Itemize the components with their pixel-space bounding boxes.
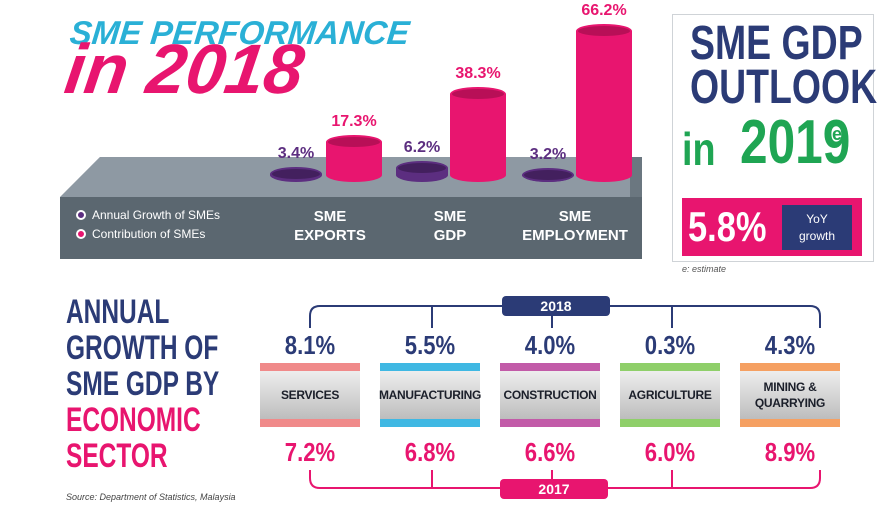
category-label-gdp-line1: SME (433, 208, 467, 225)
outlook-title: SME GDP OUTLOOK (690, 20, 877, 112)
legend-item-growth: Annual Growth of SMEs (76, 208, 220, 222)
legend-label-contribution: Contribution of SMEs (92, 227, 206, 241)
sector-name: SERVICES (260, 371, 360, 419)
sector-value-2017-manufacturing: 6.8% (404, 437, 456, 467)
sector-strip-bottom (260, 419, 360, 427)
category-label-exports: SME EXPORTS (290, 207, 370, 245)
sector-value-2017-services: 7.2% (284, 437, 336, 467)
bar-contribution-0 (326, 135, 382, 189)
ag-title-line1: ANNUAL (66, 293, 170, 331)
chart-panel-base (60, 197, 642, 259)
legend-item-contribution: Contribution of SMEs (76, 227, 220, 241)
sector-value-2018-agriculture: 0.3% (644, 330, 696, 360)
bar-label-growth-2: 3.2% (529, 145, 567, 163)
sector-value-2017-construction: 6.6% (524, 437, 576, 467)
category-label-employment-line1: SME (558, 208, 592, 225)
chart-legend: Annual Growth of SMEs Contribution of SM… (76, 208, 220, 241)
legend-dot-pink-icon (76, 229, 86, 239)
sector-name: AGRICULTURE (620, 371, 720, 419)
category-label-gdp: SME GDP (410, 207, 490, 245)
bar-label-contribution-2: 66.2% (581, 1, 627, 19)
sector-strip-top (500, 363, 600, 371)
outlook-title-line1: SME GDP (690, 17, 863, 70)
sector-value-2018-construction: 4.0% (524, 330, 576, 360)
outlook-year: 2019 (740, 108, 851, 177)
outlook-growth-label-line2: growth (798, 228, 836, 243)
ag-title-line4: ECONOMIC (66, 401, 201, 439)
sector-strip-bottom (740, 419, 840, 427)
sector-name-line2: QUARRYING (754, 396, 826, 410)
sector-strip-top (260, 363, 360, 371)
outlook-growth-value: 5.8% (688, 203, 767, 250)
sector-name: CONSTRUCTION (500, 371, 600, 419)
annual-growth-title: ANNUAL GROWTH OF SME GDP BY ECONOMIC SEC… (66, 294, 219, 474)
year-label-2018: 2018 (502, 296, 610, 316)
outlook-growth-label-line1: YoY (806, 211, 828, 226)
sector-name-line1: MANUFACTURING (378, 388, 482, 402)
sector-name-line1: MINING & (763, 380, 817, 394)
sector-value-2017-agriculture: 6.0% (644, 437, 696, 467)
bar-label-growth-0: 3.4% (277, 145, 315, 163)
category-label-gdp-line2: GDP (433, 227, 467, 244)
ag-title-line5: SECTOR (66, 437, 168, 475)
year-label-2017: 2017 (500, 479, 608, 499)
legend-label-growth: Annual Growth of SMEs (92, 208, 221, 222)
sector-strip-top (740, 363, 840, 371)
category-label-exports-line2: EXPORTS (294, 227, 366, 244)
sector-strip-bottom (380, 419, 480, 427)
bar-growth-0 (270, 167, 322, 189)
sector-card-construction: CONSTRUCTION (500, 363, 600, 427)
category-label-exports-line1: SME (313, 208, 347, 225)
bar-contribution-2 (576, 23, 632, 189)
sector-strip-top (380, 363, 480, 371)
ag-title-line3: SME GDP BY (66, 365, 220, 403)
outlook-in-label: in (682, 123, 716, 175)
bar-label-contribution-1: 38.3% (455, 65, 501, 83)
bar-contribution-1 (450, 87, 506, 189)
sector-card-manufacturing: MANUFACTURING (378, 363, 482, 427)
sector-card-agriculture: AGRICULTURE (620, 363, 720, 427)
sector-name-line1: AGRICULTURE (628, 388, 712, 402)
bar-label-contribution-0: 17.3% (331, 113, 377, 131)
sector-name-line1: SERVICES (280, 388, 340, 402)
sector-strip-top (620, 363, 720, 371)
category-label-employment: SME EMPLOYMENT (520, 207, 630, 245)
estimate-note: e: estimate (682, 264, 727, 274)
bar-label-growth-1: 6.2% (403, 138, 441, 156)
sector-value-2018-services: 8.1% (284, 330, 336, 360)
sector-card-services: SERVICES (260, 363, 360, 427)
legend-dot-purple-icon (76, 210, 86, 220)
outlook-growth-label: YoY growth (782, 205, 852, 250)
sector-strip-bottom (500, 419, 600, 427)
source-note: Source: Department of Statistics, Malays… (66, 492, 236, 502)
sector-value-2017-mining: 8.9% (764, 437, 816, 467)
sector-value-2018-mining: 4.3% (764, 330, 816, 360)
ag-title-line2: GROWTH OF (66, 329, 219, 367)
sector-card-mining: MINING & QUARRYING (740, 363, 840, 427)
sector-strip-bottom (620, 419, 720, 427)
sector-value-2018-manufacturing: 5.5% (404, 330, 456, 360)
sector-name: MINING & QUARRYING (740, 371, 840, 419)
outlook-title-line2: OUTLOOK (690, 61, 878, 114)
bar-growth-1 (396, 160, 448, 189)
category-label-employment-line2: EMPLOYMENT (522, 227, 628, 244)
outlook-year-superscript: e (832, 124, 843, 144)
sector-name: MANUFACTURING (378, 371, 482, 419)
bar-growth-2 (522, 167, 574, 189)
chart-panel-side (630, 157, 642, 197)
sector-name-line1: CONSTRUCTION (503, 388, 597, 402)
